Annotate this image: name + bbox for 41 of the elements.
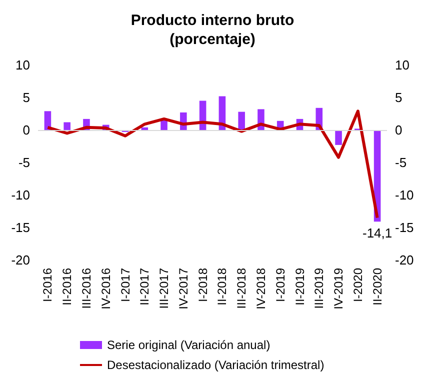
y2-tick-label: 0 [395, 122, 402, 138]
chart-title: Producto interno bruto (porcentaje) [130, 12, 294, 48]
x-tick-label: II-2019 [292, 268, 307, 306]
x-tick-label: I-2016 [40, 268, 55, 302]
y2-tick-label: -10 [395, 188, 414, 202]
data-label: -14,1 [362, 226, 392, 241]
x-tick-label: I-2017 [118, 268, 132, 302]
x-tick-label: IV-2019 [332, 268, 346, 310]
x-tick-label: II-2016 [60, 268, 74, 306]
legend-label: Serie original (Variación anual) [107, 338, 270, 352]
y-tick-label: -5 [18, 155, 30, 170]
y2-tick-label: 10 [395, 58, 410, 72]
x-tick-label: I-2020 [350, 268, 365, 302]
x-tick-label: IV-2018 [254, 268, 268, 310]
bar [238, 112, 245, 130]
x-tick-label: I-2018 [196, 268, 210, 302]
bar [64, 122, 70, 130]
x-tick-label: III-2017 [157, 268, 172, 309]
x-tick-label: IV-2017 [176, 268, 190, 310]
y2-tick-label: -5 [395, 155, 407, 170]
y-tick-label: 5 [22, 90, 30, 105]
y-tick-label: -10 [11, 188, 30, 202]
x-tick-label: II-2020 [370, 268, 384, 306]
bar [335, 130, 342, 145]
y-tick-label: -15 [11, 220, 30, 235]
line-series [46, 110, 379, 220]
y2-tick-label: -15 [395, 220, 414, 235]
y2-tick-label: -20 [395, 252, 414, 268]
y-tick-label: 10 [16, 58, 30, 72]
legend-label: Desestacionalizado (Variación trimestral) [107, 358, 324, 372]
x-tick-label: II-2017 [138, 268, 152, 306]
x-tick-label: II-2018 [215, 268, 230, 306]
x-tick-label: IV-2016 [98, 268, 113, 310]
y-tick-label: 0 [22, 122, 30, 138]
x-tick-label: I-2019 [273, 268, 288, 302]
y-tick-label: -20 [11, 252, 30, 268]
bar [141, 127, 148, 130]
x-tick-label: III-2018 [234, 268, 249, 309]
x-tick-label: III-2019 [312, 268, 326, 309]
y2-tick-label: 5 [395, 90, 402, 105]
x-tick-label: III-2016 [79, 268, 94, 309]
